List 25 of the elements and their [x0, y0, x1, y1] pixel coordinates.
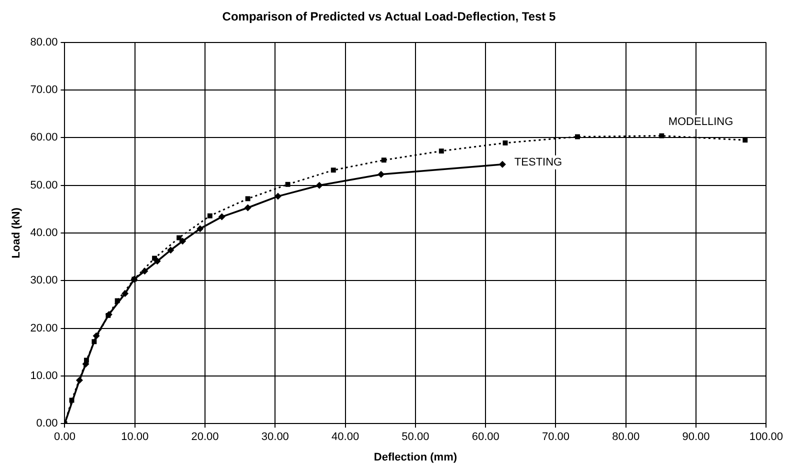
x-tick-label: 70.00: [542, 431, 570, 444]
x-tick-label: 20.00: [191, 431, 219, 444]
y-tick-label: 50.00: [30, 179, 58, 192]
x-tick-label: 40.00: [332, 431, 360, 444]
y-axis-title: Load (kN): [10, 207, 23, 258]
x-tick-label: 80.00: [612, 431, 640, 444]
series-label: MODELLING: [668, 116, 734, 128]
y-tick-label: 70.00: [30, 84, 58, 96]
chart-title: Comparison of Predicted vs Actual Load-Deflection, Test 5: [222, 10, 556, 24]
x-axis-title: Deflection (mm): [374, 451, 458, 464]
x-tick-label: 50.00: [402, 431, 430, 444]
y-tick-label: 10.00: [30, 370, 58, 382]
x-tick-label: 30.00: [261, 431, 289, 444]
y-tick-label: 60.00: [30, 132, 58, 144]
y-tick-label: 30.00: [30, 274, 58, 287]
x-tick-label: 60.00: [472, 431, 500, 444]
x-tick-label: 90.00: [682, 431, 710, 444]
y-tick-label: 0.00: [36, 418, 58, 430]
y-tick-label: 20.00: [30, 322, 58, 334]
x-tick-label: 10.00: [121, 431, 149, 444]
x-tick-label: 100.00: [749, 431, 784, 444]
y-tick-label: 80.00: [30, 36, 58, 48]
x-tick-label: 0.00: [54, 431, 76, 444]
series-label: TESTING: [514, 156, 562, 168]
y-tick-label: 40.00: [30, 227, 58, 240]
